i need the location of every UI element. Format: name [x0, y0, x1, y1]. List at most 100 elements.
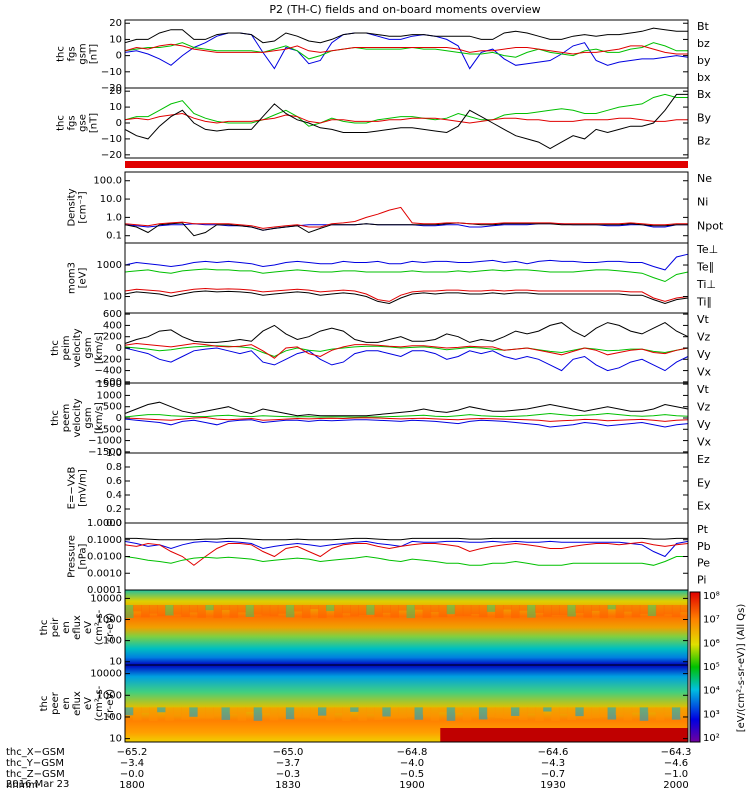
spectrogram-cell [623, 605, 633, 612]
spectrogram-cell [213, 605, 223, 619]
spectrogram-cell [527, 707, 536, 714]
y-axis-label: (cm²-s- [94, 685, 105, 721]
spectrogram-cell [607, 707, 617, 720]
y-axis-label: [nPa] [78, 543, 89, 569]
time-axis-value: 1930 [540, 780, 565, 791]
spectrogram-cell [309, 707, 319, 720]
legend-entry: Pe [697, 557, 710, 570]
series-line [124, 32, 689, 70]
y-tick-label: 100 [103, 292, 122, 303]
y-tick-label: 10 [109, 102, 122, 113]
spectrogram-cell [494, 605, 504, 618]
spectrogram-cell [470, 605, 480, 614]
spectrogram-cell [671, 707, 681, 720]
y-axis-label: gsm [78, 43, 89, 64]
spectrogram-cell [285, 707, 295, 720]
panel-1: 20 10 0 −10 −20 thc fgs gsm [nT] Bt bz by bx [56, 18, 711, 94]
y-tick-label: 0.8 [106, 462, 122, 473]
spectrogram-cell [454, 707, 464, 713]
spectrogram-cell [261, 605, 271, 616]
spectrogram-cell [446, 605, 456, 615]
y-tick-label: 20 [109, 86, 122, 97]
spectrogram-cell [141, 605, 150, 618]
y-tick-label: 0 [116, 118, 122, 129]
legend-entry: bz [697, 37, 710, 50]
spectrogram-cell [478, 605, 488, 618]
spectrogram-cell [173, 707, 182, 715]
y-tick-label: 0.0100 [87, 552, 122, 563]
panel-2: 20 10 0 −10 −20 thc fgs gse [nT] Bx By Bz [56, 86, 712, 161]
time-axis-row-label: hhmm [6, 780, 38, 791]
panel-10: 10000 1000 100 10 thc peer en eflux eV (cm²-s-sr-… [39, 664, 689, 745]
spectrogram-cell [438, 605, 448, 618]
spectrogram-cell [575, 707, 584, 717]
y-tick-label: 0.0001 [87, 585, 122, 596]
series-line [124, 540, 689, 558]
spectrogram-cell [181, 707, 190, 720]
spectrogram-cell [527, 605, 536, 618]
series-line [124, 347, 689, 372]
y-tick-label: 200 [103, 332, 122, 343]
series-line [124, 206, 688, 229]
y-tick-label: 100.0 [93, 176, 122, 187]
y-axis-label: [km/s] [94, 332, 105, 364]
y-tick-label: −10 [101, 67, 122, 78]
y-axis-label: velocity [72, 398, 83, 437]
y-tick-label: 10 [109, 734, 122, 745]
legend-entry: Vx [697, 436, 712, 449]
panel-frame [124, 171, 689, 244]
spectrogram-cell [655, 707, 665, 721]
spectrogram-cell [358, 707, 367, 721]
spectrogram-cell [390, 605, 399, 618]
legend-entry: Vt [697, 383, 710, 396]
spectrogram-cell [350, 605, 359, 617]
colorbar-tick-label: 10⁵ [703, 662, 720, 673]
spectrogram-cell [599, 707, 609, 718]
y-tick-label: 1500 [97, 379, 122, 390]
plot-title: P2 (TH-C) fields and on-board moments ov… [269, 3, 540, 16]
spectrogram-cell [334, 707, 343, 714]
spectrogram-cell [157, 605, 166, 617]
y-axis-label: sr-eV) [105, 689, 116, 718]
spectrogram-cell [221, 707, 231, 720]
spectrogram-cell [125, 605, 134, 619]
legend-entry: Ex [697, 500, 711, 513]
y-axis-label: [nT] [89, 44, 100, 64]
spectrogram-cell [663, 707, 673, 715]
legend-entry: Npot [697, 219, 724, 232]
panel-9: 10000 1000 100 10 thc peir en eflux eV (cm²-s-sr-… [39, 589, 689, 668]
y-tick-label: 0 [116, 51, 122, 62]
time-axis-value: −4.3 [541, 758, 565, 769]
legend-entry: Bz [697, 135, 711, 148]
legend-entry: Te⊥ [696, 243, 718, 256]
y-tick-label: 20 [109, 18, 122, 29]
time-axis-value: 1800 [119, 780, 144, 791]
y-tick-label: 1.0 [106, 448, 122, 459]
y-tick-label: 1000 [97, 615, 122, 626]
y-axis-label: thc [39, 696, 50, 712]
spectrogram-cell [519, 707, 528, 721]
y-tick-label: −400 [95, 366, 122, 377]
panel-frame [124, 664, 689, 743]
spectrogram-cell [559, 605, 568, 616]
y-axis-label: eV [83, 621, 94, 634]
colorbar-tick-label: 10² [703, 733, 720, 744]
spectrogram-cell [462, 605, 472, 616]
spectrogram-cell [406, 707, 416, 717]
spectrogram-cell [406, 605, 416, 619]
y-tick-label: 1.0 [106, 212, 122, 223]
spectrogram-cell [350, 707, 359, 712]
spectrogram-cell [125, 707, 134, 716]
spectrogram-cell [462, 707, 472, 721]
colorbar-tick-label: 10³ [703, 709, 720, 720]
y-axis-label: gsm [83, 407, 94, 428]
y-tick-label: −1000 [88, 436, 122, 447]
legend-entry: Vx [697, 366, 712, 379]
legend-entry: Vz [697, 331, 711, 344]
spectrogram-cell [438, 707, 448, 713]
spectrogram-cell [422, 707, 432, 715]
spectrogram-cell [398, 707, 407, 719]
series-line [124, 541, 689, 566]
y-tick-label: 0.4 [106, 490, 122, 501]
